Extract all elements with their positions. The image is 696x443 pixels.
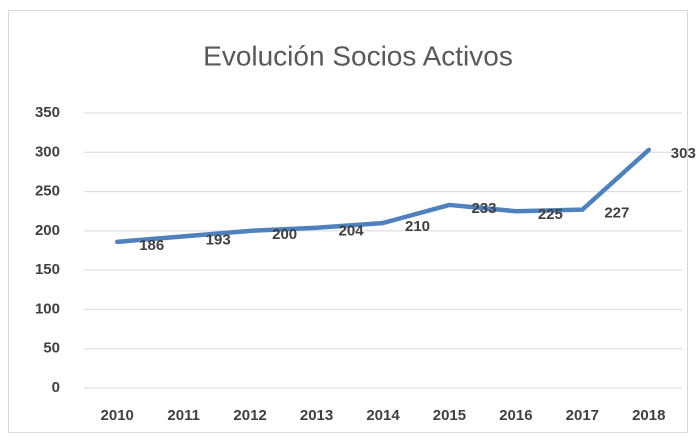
y-tick-label: 0 xyxy=(52,379,60,396)
data-label: 210 xyxy=(405,218,430,235)
chart-title: Evolución Socios Activos xyxy=(203,40,513,71)
data-label: 233 xyxy=(471,200,496,217)
y-tick-label: 350 xyxy=(35,104,60,121)
x-tick-label: 2010 xyxy=(101,407,134,424)
x-tick-label: 2012 xyxy=(233,407,266,424)
chart-frame xyxy=(8,10,688,433)
data-label: 204 xyxy=(339,223,365,240)
x-tick-label: 2016 xyxy=(499,407,532,424)
data-label: 303 xyxy=(671,145,696,162)
data-label: 193 xyxy=(206,231,231,248)
y-tick-label: 250 xyxy=(35,183,60,200)
y-tick-label: 150 xyxy=(35,261,60,278)
x-tick-label: 2015 xyxy=(433,407,466,424)
data-label: 186 xyxy=(139,237,164,254)
data-label: 200 xyxy=(272,226,297,243)
y-tick-label: 100 xyxy=(35,300,60,317)
x-tick-label: 2013 xyxy=(300,407,333,424)
data-label: 227 xyxy=(604,205,629,222)
y-tick-label: 200 xyxy=(35,222,60,239)
y-tick-label: 50 xyxy=(43,340,60,357)
line-series xyxy=(114,147,652,245)
x-tick-label: 2017 xyxy=(566,407,599,424)
data-label: 225 xyxy=(538,206,563,223)
x-tick-label: 2014 xyxy=(366,407,400,424)
x-tick-label: 2011 xyxy=(167,407,200,424)
y-tick-label: 300 xyxy=(35,143,60,160)
x-tick-label: 2018 xyxy=(632,407,665,424)
